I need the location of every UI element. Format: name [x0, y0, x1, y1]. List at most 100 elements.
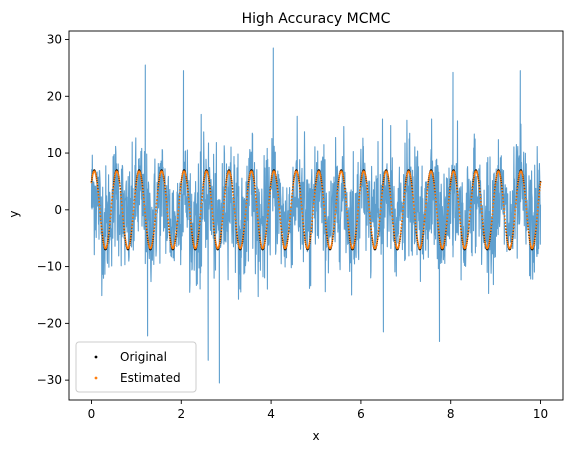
estimated-point — [265, 226, 268, 229]
estimated-point — [277, 194, 280, 197]
estimated-point — [163, 180, 166, 183]
estimated-point — [345, 204, 348, 207]
estimated-point — [433, 185, 436, 188]
estimated-point — [436, 211, 438, 214]
estimated-point — [368, 211, 371, 214]
estimated-point — [514, 206, 517, 209]
estimated-point — [292, 181, 295, 184]
estimated-point — [192, 242, 195, 245]
estimated-point — [494, 186, 496, 189]
estimated-point — [404, 181, 407, 184]
estimated-point — [459, 224, 462, 227]
estimated-point — [108, 229, 110, 232]
estimated-point — [454, 176, 457, 179]
estimated-point — [243, 220, 246, 222]
estimated-point — [101, 230, 103, 233]
estimated-point — [442, 244, 445, 247]
estimated-point — [527, 227, 530, 230]
estimated-point — [359, 189, 361, 192]
estimated-point — [174, 234, 177, 237]
estimated-point — [313, 196, 316, 198]
estimated-point — [527, 224, 529, 227]
estimated-point — [129, 237, 132, 240]
estimated-point — [335, 202, 338, 205]
estimated-point — [478, 188, 481, 191]
estimated-point — [168, 227, 170, 230]
estimated-point — [153, 223, 156, 226]
estimated-point — [390, 208, 393, 210]
estimated-point — [382, 181, 385, 184]
estimated-point — [501, 188, 503, 191]
estimated-point — [165, 201, 168, 203]
estimated-point — [383, 177, 385, 179]
estimated-point — [293, 175, 296, 178]
estimated-point — [513, 223, 515, 226]
estimated-point — [113, 175, 116, 178]
estimated-point — [117, 176, 120, 179]
estimated-point — [398, 243, 400, 246]
estimated-point — [529, 240, 531, 243]
estimated-point — [376, 241, 378, 244]
estimated-point — [438, 236, 441, 239]
estimated-point — [348, 236, 351, 239]
estimated-point — [242, 234, 245, 237]
estimated-point — [434, 194, 437, 197]
estimated-point — [97, 194, 100, 197]
estimated-point — [478, 182, 480, 185]
estimated-point — [267, 209, 270, 212]
estimated-point — [323, 211, 326, 214]
estimated-point — [94, 173, 97, 175]
estimated-point — [466, 234, 469, 237]
estimated-point — [225, 181, 228, 184]
estimated-point — [100, 221, 102, 224]
estimated-point — [411, 185, 413, 188]
estimated-point — [501, 191, 504, 194]
estimated-point — [202, 181, 205, 184]
estimated-point — [533, 239, 536, 242]
estimated-point — [129, 239, 132, 242]
estimated-point — [130, 229, 133, 232]
estimated-point — [394, 242, 397, 245]
estimated-point — [348, 230, 350, 233]
estimated-point — [290, 199, 293, 202]
estimated-point — [230, 176, 232, 179]
estimated-point — [95, 174, 97, 177]
estimated-point — [121, 204, 123, 207]
estimated-point — [437, 224, 440, 227]
estimated-point — [197, 234, 200, 237]
estimated-point — [258, 230, 261, 233]
estimated-point — [314, 186, 317, 189]
estimated-point — [404, 184, 407, 186]
estimated-point — [170, 242, 172, 245]
estimated-point — [297, 174, 299, 177]
estimated-point — [356, 216, 359, 219]
estimated-point — [112, 189, 114, 192]
estimated-point — [366, 185, 368, 188]
estimated-point — [241, 241, 244, 244]
estimated-point — [539, 186, 541, 189]
estimated-point — [479, 191, 481, 194]
estimated-point — [185, 180, 188, 183]
estimated-point — [515, 192, 518, 195]
estimated-point — [357, 209, 359, 212]
estimated-point — [243, 226, 246, 229]
estimated-point — [383, 175, 386, 178]
estimated-point — [207, 178, 210, 181]
estimated-point — [513, 220, 516, 222]
estimated-point — [123, 230, 126, 233]
estimated-point — [439, 240, 442, 243]
estimated-point — [207, 174, 210, 177]
estimated-point — [268, 196, 271, 198]
estimated-point — [302, 221, 305, 224]
estimated-point — [302, 227, 305, 230]
estimated-point — [536, 213, 539, 216]
x-axis-ticks: 0 2 4 6 8 10 — [88, 400, 548, 421]
estimated-point — [133, 202, 136, 205]
estimated-point — [492, 199, 495, 202]
estimated-point — [269, 184, 272, 186]
estimated-point — [536, 209, 539, 212]
estimated-point — [412, 204, 415, 207]
estimated-point — [96, 185, 99, 188]
estimated-point — [251, 173, 254, 175]
estimated-point — [156, 189, 159, 192]
